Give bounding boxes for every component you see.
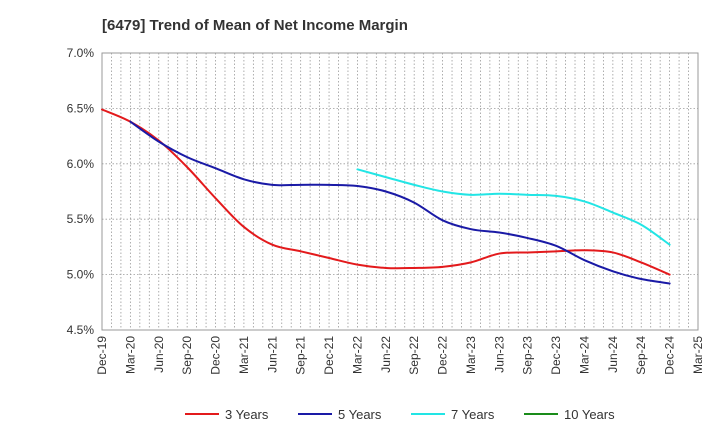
x-tick-label: Sep-24 (634, 336, 648, 375)
y-tick-label: 6.0% (67, 157, 95, 171)
y-tick-label: 5.0% (67, 268, 95, 282)
series-line-7-years (356, 168, 671, 246)
x-tick-label: Dec-21 (322, 336, 336, 375)
series-line-5-years (129, 120, 671, 285)
legend-label-7-years: 7 Years (451, 407, 495, 422)
x-tick-label: Sep-23 (521, 336, 535, 375)
x-tick-label: Dec-24 (663, 336, 677, 375)
y-tick-label: 4.5% (67, 323, 95, 337)
x-tick-label: Dec-20 (209, 336, 223, 375)
series-line-3-years (101, 108, 671, 276)
plot-area: 4.5% 5.0% 5.5% 6.0% 6.5% 7.0% Dec-19 Mar-20 Jun-… (67, 46, 705, 375)
legend-label-5-years: 5 Years (338, 407, 382, 422)
x-tick-label: Mar-21 (237, 336, 251, 374)
x-tick-label: Mar-23 (464, 336, 478, 374)
x-tick-label: Jun-22 (379, 336, 393, 373)
legend-label-10-years: 10 Years (564, 407, 615, 422)
x-tick-label: Sep-22 (407, 336, 421, 375)
x-tick-label: Mar-25 (691, 336, 705, 374)
x-tick-label: Jun-23 (492, 336, 506, 373)
y-tick-label: 5.5% (67, 212, 95, 226)
chart-title: [6479] Trend of Mean of Net Income Margi… (102, 17, 408, 34)
plot-frame (101, 52, 699, 331)
x-tick-label: Dec-23 (549, 336, 563, 375)
x-tick-label: Sep-20 (180, 336, 194, 375)
legend-label-3-years: 3 Years (225, 407, 269, 422)
x-tick-label: Mar-22 (350, 336, 364, 374)
y-tick-label: 6.5% (67, 101, 95, 115)
x-tick-label: Jun-24 (606, 336, 620, 373)
x-tick-label: Mar-24 (577, 336, 591, 374)
x-tick-label: Dec-22 (436, 336, 450, 375)
x-tick-label: Mar-20 (123, 336, 137, 374)
y-tick-label: 7.0% (67, 46, 95, 60)
x-tick-label: Sep-21 (294, 336, 308, 375)
x-tick-label: Jun-21 (265, 336, 279, 373)
legend: 3 Years 5 Years 7 Years 10 Years (185, 407, 615, 422)
x-tick-label: Dec-19 (95, 336, 109, 375)
x-tick-label: Jun-20 (152, 336, 166, 373)
